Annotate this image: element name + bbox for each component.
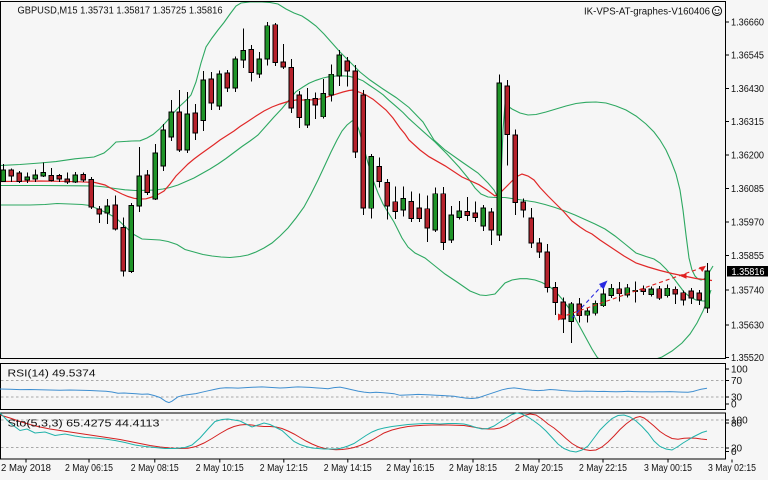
svg-text:1.35740: 1.35740 [731, 286, 764, 297]
svg-text:0: 0 [731, 400, 737, 411]
svg-text:100: 100 [731, 365, 748, 376]
svg-text:1.36430: 1.36430 [731, 84, 764, 95]
svg-text:2 May 14:15: 2 May 14:15 [324, 463, 372, 474]
svg-text:2 May 16:15: 2 May 16:15 [386, 463, 434, 474]
svg-text:1.36200: 1.36200 [731, 151, 764, 162]
svg-text:1.36085: 1.36085 [731, 184, 764, 195]
svg-text:1.35630: 1.35630 [731, 321, 764, 332]
svg-text:1.36660: 1.36660 [731, 18, 764, 29]
svg-text:2 May 22:15: 2 May 22:15 [579, 463, 627, 474]
svg-text:2 May 2018: 2 May 2018 [1, 463, 51, 474]
svg-text:30: 30 [731, 393, 743, 404]
svg-text:0: 0 [731, 447, 737, 458]
svg-text:1.35520: 1.35520 [731, 353, 764, 364]
svg-text:RSI(14) 49.5374: RSI(14) 49.5374 [8, 369, 97, 380]
svg-text:GBPUSD,M15 1.35731 1.35817 1.: GBPUSD,M15 1.35731 1.35817 1.35725 1.358… [18, 6, 223, 17]
svg-text:1.35970: 1.35970 [731, 218, 764, 229]
svg-text:Sto(5,3,3) 65.4275 44.4113: Sto(5,3,3) 65.4275 44.4113 [8, 419, 161, 430]
svg-text:2 May 20:15: 2 May 20:15 [515, 463, 563, 474]
svg-text:2 May 10:15: 2 May 10:15 [196, 463, 244, 474]
svg-text:3 May 02:15: 3 May 02:15 [708, 463, 756, 474]
svg-text:2 May 12:15: 2 May 12:15 [260, 463, 308, 474]
svg-text:80: 80 [731, 419, 743, 430]
svg-text:2 May 08:15: 2 May 08:15 [131, 463, 179, 474]
svg-text:70: 70 [731, 376, 743, 387]
svg-text:100: 100 [731, 416, 748, 427]
svg-text:IK-VPS-AT-graphes-V160406: IK-VPS-AT-graphes-V160406 [584, 7, 710, 18]
svg-text:1.35816: 1.35816 [732, 267, 765, 278]
svg-text:1.35855: 1.35855 [731, 251, 764, 262]
svg-text:20: 20 [731, 444, 743, 455]
svg-text:1.36315: 1.36315 [731, 117, 764, 128]
svg-text:3 May 00:15: 3 May 00:15 [644, 463, 692, 474]
svg-text:2 May 06:15: 2 May 06:15 [65, 463, 113, 474]
svg-text:1.36545: 1.36545 [731, 51, 764, 62]
svg-text:2 May 18:15: 2 May 18:15 [449, 463, 497, 474]
